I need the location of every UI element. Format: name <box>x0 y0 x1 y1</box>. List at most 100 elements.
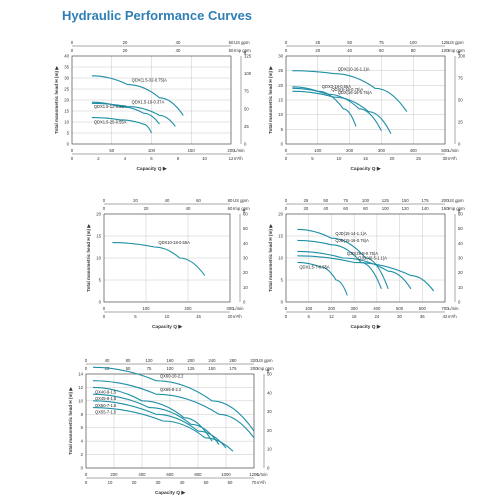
y-tick-label-right: 10 <box>243 285 248 290</box>
top-unit-label-2: Imp gpm <box>233 206 250 211</box>
y-tick-label-right: 50 <box>458 98 463 103</box>
series-line <box>91 117 153 134</box>
y-unit-label-right: ft <box>243 209 246 214</box>
top-tick-label-1: 160 <box>166 358 174 363</box>
page-title: Hydraulic Performance Curves <box>62 8 253 23</box>
y-tick-label-left: 5 <box>99 278 102 283</box>
y-tick-label-left: 5 <box>281 127 284 132</box>
series-line <box>297 255 435 292</box>
top-tick-label-1: 0 <box>285 40 288 45</box>
y-tick-label-left: 10 <box>278 256 283 261</box>
series-label: QX60-10-2.2 <box>160 374 184 379</box>
bottom-tick-label-1: 300 <box>378 148 386 153</box>
top-tick-label-2: 50 <box>229 48 234 53</box>
bottom-tick-label-1: 100 <box>305 306 313 311</box>
bottom-tick-label-1: 200 <box>184 306 192 311</box>
y-tick-label-left: 14 <box>78 372 83 377</box>
bottom-tick-label-2: 10 <box>108 480 113 485</box>
top-tick-label-2: 60 <box>379 48 384 53</box>
plot-frame <box>103 213 231 303</box>
y-tick-label-right: 60 <box>458 212 463 217</box>
bottom-tick-label-1: 300 <box>226 306 234 311</box>
top-tick-label-2: 40 <box>347 48 352 53</box>
series-label: QDX1.5-16-0.37A <box>132 100 165 105</box>
y-tick-label-right: 0 <box>267 466 270 471</box>
bottom-tick-label-1: 400 <box>410 148 418 153</box>
bottom-unit-label-1: L/min <box>234 148 245 153</box>
bottom-tick-label-1: 100 <box>142 306 150 311</box>
series-label: QDX(16-16-0.75)A <box>338 90 372 95</box>
y-unit-label-right: ft <box>458 51 461 56</box>
y-tick-label-left: 20 <box>278 212 283 217</box>
top-tick-label-2: 0 <box>71 48 74 53</box>
x-axis-label: Capacity Q ▶ <box>350 324 381 330</box>
top-tick-label-2: 60 <box>228 206 233 211</box>
series-label: QJD(25-8-0.75)A <box>347 251 378 256</box>
bottom-tick-label-1: 50 <box>109 148 114 153</box>
plot-frame <box>71 55 232 145</box>
bottom-tick-label-2: 30 <box>443 156 448 161</box>
bottom-tick-label-2: 0 <box>285 314 288 319</box>
bottom-tick-label-1: 500 <box>441 148 449 153</box>
y-tick-label-right: 60 <box>243 212 248 217</box>
top-tick-label-1: 240 <box>208 358 216 363</box>
bottom-unit-label-2: m³/h <box>233 314 242 319</box>
y-tick-label-left: 10 <box>78 398 83 403</box>
bottom-tick-label-1: 100 <box>148 148 156 153</box>
y-tick-label-left: 12 <box>78 385 83 390</box>
bottom-tick-label-1: 1000 <box>221 472 231 477</box>
bottom-tick-label-2: 15 <box>196 314 201 319</box>
series-label: QX65-8-2.2 <box>160 387 182 392</box>
top-unit-label-1: US gpm <box>233 198 249 203</box>
bottom-tick-label-1: 400 <box>138 472 146 477</box>
y-tick-label-right: 50 <box>244 106 249 111</box>
series-line <box>91 75 184 116</box>
y-tick-label-right: 40 <box>267 390 272 395</box>
bottom-unit-label-1: L/min <box>257 472 268 477</box>
y-tick-label-right: 25 <box>458 120 463 125</box>
bottom-tick-label-2: 0 <box>71 156 74 161</box>
y-tick-label-left: 30 <box>278 54 283 59</box>
bottom-tick-label-2: 10 <box>165 314 170 319</box>
top-tick-label-1: 125 <box>441 40 449 45</box>
bottom-tick-label-2: 10 <box>337 156 342 161</box>
bottom-tick-label-2: 6 <box>308 314 311 319</box>
top-unit-label-2: Imp gpm <box>448 206 465 211</box>
top-tick-label-1: 40 <box>105 358 110 363</box>
series-line <box>92 386 213 442</box>
series-label: QX55-7-1.5 <box>95 410 117 415</box>
x-axis-label: Capacity Q ▶ <box>136 166 167 172</box>
y-tick-label-left: 0 <box>81 466 84 471</box>
series-line <box>112 242 206 276</box>
series-line <box>297 261 348 296</box>
plot-frame <box>285 55 446 145</box>
y-tick-label-left: 10 <box>96 256 101 261</box>
series-line <box>92 380 255 439</box>
y-axis-label: Total manometric head H (m) ▶ <box>268 65 273 134</box>
top-tick-label-1: 75 <box>343 198 348 203</box>
bottom-tick-label-1: 0 <box>285 306 288 311</box>
y-tick-label-right: 10 <box>267 447 272 452</box>
bottom-tick-label-1: 200 <box>346 148 354 153</box>
y-tick-label-right: 0 <box>458 142 461 147</box>
top-tick-label-2: 20 <box>303 206 308 211</box>
y-tick-label-left: 0 <box>67 142 70 147</box>
y-tick-label-right: 0 <box>244 142 247 147</box>
bottom-tick-label-2: 0 <box>103 314 106 319</box>
series-line <box>92 393 220 445</box>
bottom-unit-label-1: L/min <box>448 148 459 153</box>
top-tick-label-1: 80 <box>126 358 131 363</box>
bottom-tick-label-2: 4 <box>124 156 127 161</box>
y-tick-label-right: 20 <box>267 428 272 433</box>
bottom-tick-label-2: 70 <box>252 480 257 485</box>
series-label: QDX3-18-0.55A <box>322 84 351 89</box>
top-unit-label-2: Imp gpm <box>234 48 251 53</box>
y-tick-label-right: 0 <box>458 300 461 305</box>
plot-frame <box>85 373 255 469</box>
bottom-tick-label-2: 30 <box>397 314 402 319</box>
top-tick-label-1: 0 <box>71 40 74 45</box>
top-tick-label-2: 175 <box>229 366 237 371</box>
